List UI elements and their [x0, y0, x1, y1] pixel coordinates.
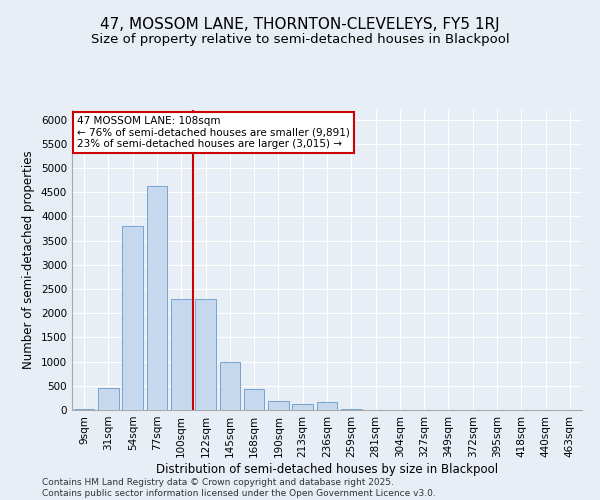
Bar	[220, 362, 240, 410]
Bar	[244, 389, 265, 410]
Bar	[146, 186, 167, 410]
Bar	[317, 402, 337, 410]
Text: Contains HM Land Registry data © Crown copyright and database right 2025.
Contai: Contains HM Land Registry data © Crown c…	[42, 478, 436, 498]
Bar	[195, 298, 216, 410]
Text: Size of property relative to semi-detached houses in Blackpool: Size of property relative to semi-detach…	[91, 32, 509, 46]
Bar	[74, 409, 94, 410]
Bar	[171, 298, 191, 410]
Text: 47, MOSSOM LANE, THORNTON-CLEVELEYS, FY5 1RJ: 47, MOSSOM LANE, THORNTON-CLEVELEYS, FY5…	[100, 18, 500, 32]
Bar	[268, 401, 289, 410]
X-axis label: Distribution of semi-detached houses by size in Blackpool: Distribution of semi-detached houses by …	[156, 462, 498, 475]
Y-axis label: Number of semi-detached properties: Number of semi-detached properties	[22, 150, 35, 370]
Bar	[341, 408, 362, 410]
Bar	[292, 404, 313, 410]
Bar	[98, 388, 119, 410]
Bar	[122, 226, 143, 410]
Text: 47 MOSSOM LANE: 108sqm
← 76% of semi-detached houses are smaller (9,891)
23% of : 47 MOSSOM LANE: 108sqm ← 76% of semi-det…	[77, 116, 350, 149]
